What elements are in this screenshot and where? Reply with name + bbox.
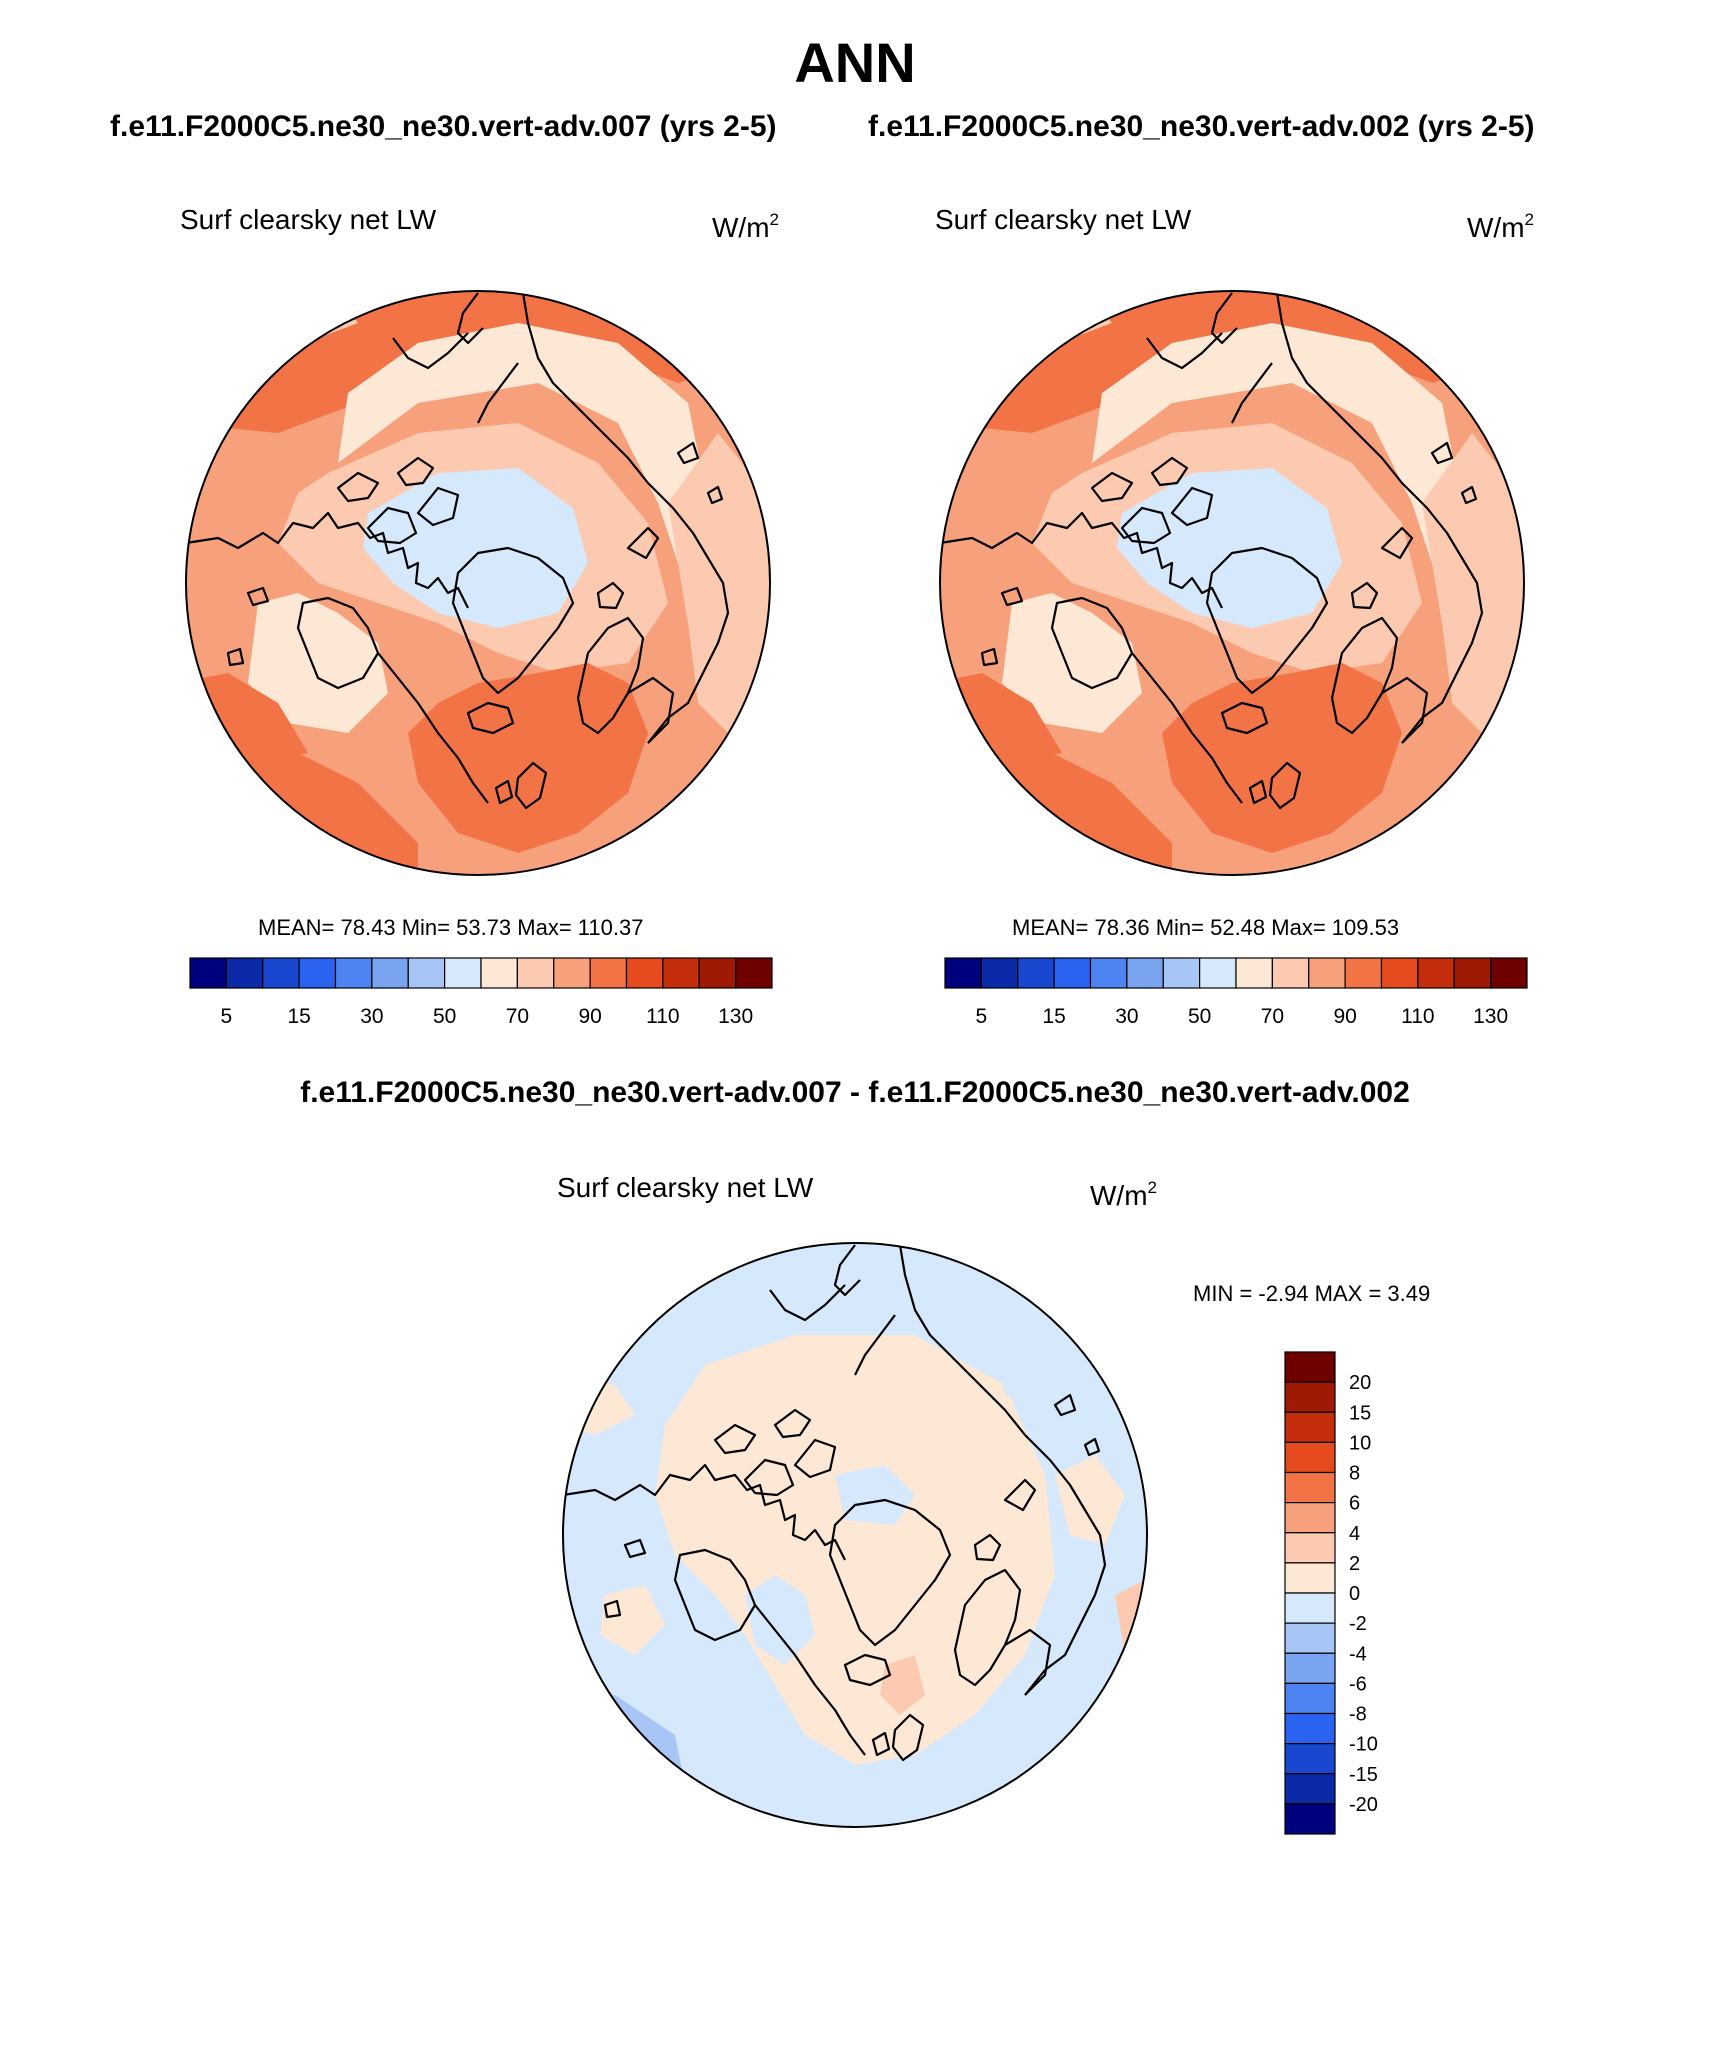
colorbar-left-swatch: [589, 957, 628, 989]
colorbar-right-tick-label: 70: [1261, 1005, 1284, 1028]
panel-diff-stats: MIN = -2.94 MAX = 3.49: [1193, 1281, 1431, 1306]
colorbar-difference-swatch: [1284, 1532, 1336, 1564]
colorbar-difference-tick-label: 20: [1349, 1372, 1371, 1394]
colorbar-right-swatch: [980, 957, 1019, 989]
colorbar-left-tick-label: 15: [287, 1005, 310, 1028]
colorbar-left-swatch: [735, 957, 773, 989]
colorbar-right-swatch: [1490, 957, 1528, 989]
case-title-right: f.e11.F2000C5.ne30_ne30.vert-adv.002 (yr…: [868, 110, 1535, 143]
colorbar-right-swatch: [944, 957, 982, 989]
colorbar-right-swatch: [1380, 957, 1419, 989]
colorbar-difference-swatch: [1284, 1351, 1336, 1383]
colorbar-left-swatch: [553, 957, 591, 989]
colorbar-difference-swatch: [1284, 1622, 1336, 1654]
colorbar-difference-tick-label: -6: [1349, 1673, 1367, 1695]
colorbar-right-swatch: [1235, 957, 1273, 989]
colorbar-right-swatch: [1199, 957, 1237, 989]
colorbar-right-swatch: [1271, 957, 1310, 989]
colorbar-right-tick-label: 50: [1188, 1005, 1211, 1028]
map-left: [185, 290, 771, 876]
colorbar-difference-tick-label: -2: [1349, 1613, 1367, 1635]
colorbar-difference-swatch: [1284, 1441, 1336, 1474]
panel-left-label: Surf clearsky net LW: [180, 204, 437, 235]
colorbar-left-swatch: [444, 957, 482, 989]
colorbar-right-swatch: [1162, 957, 1201, 989]
figure-title: ANN: [794, 31, 916, 94]
colorbar-right-swatch: [1053, 957, 1092, 989]
colorbar-right-swatch: [1089, 957, 1128, 989]
colorbar-difference-swatch: [1284, 1502, 1336, 1534]
colorbar-left-swatch: [480, 957, 518, 989]
colorbar-right-swatch: [1017, 957, 1055, 989]
colorbar-difference-tick-label: 6: [1349, 1493, 1360, 1515]
colorbar-right: 5 15 30 50 70 90 110 130: [944, 957, 1528, 1028]
panel-left-units: W/m2: [712, 210, 779, 243]
colorbar-left-swatch: [334, 957, 373, 989]
colorbar-difference-swatch: [1284, 1652, 1336, 1684]
colorbar-difference-swatch: [1284, 1471, 1336, 1504]
colorbar-difference-tick-label: 2: [1349, 1553, 1360, 1575]
colorbar-difference-tick-label: -4: [1349, 1643, 1367, 1665]
colorbar-difference-tick-label: 10: [1349, 1432, 1371, 1454]
colorbar-left-swatch: [516, 957, 555, 989]
difference-title: f.e11.F2000C5.ne30_ne30.vert-adv.007 - f…: [300, 1076, 1410, 1109]
panel-diff-units: W/m2: [1090, 1178, 1157, 1211]
colorbar-left-swatch: [625, 957, 664, 989]
case-title-left: f.e11.F2000C5.ne30_ne30.vert-adv.007 (yr…: [110, 110, 777, 143]
colorbar-left-swatch: [298, 957, 337, 989]
colorbar-right-swatch: [1453, 957, 1492, 989]
colorbar-difference-swatch: [1284, 1803, 1336, 1835]
colorbar-difference-swatch: [1284, 1592, 1336, 1624]
colorbar-difference-tick-label: 8: [1349, 1463, 1360, 1485]
colorbar-right-swatch: [1417, 957, 1455, 989]
colorbar-difference-tick-label: -20: [1349, 1794, 1378, 1816]
panel-left-stats: MEAN= 78.43 Min= 53.73 Max= 110.37: [258, 915, 644, 940]
colorbar-left-tick-label: 70: [506, 1005, 529, 1028]
colorbar-left-swatch: [262, 957, 300, 989]
panel-right-stats: MEAN= 78.36 Min= 52.48 Max= 109.53: [1012, 915, 1400, 940]
colorbar-difference-tick-label: 4: [1349, 1523, 1360, 1545]
panel-right-label: Surf clearsky net LW: [935, 204, 1192, 235]
colorbar-difference-tick-label: -10: [1349, 1734, 1378, 1756]
colorbar-difference-swatch: [1284, 1411, 1336, 1443]
colorbar-difference-swatch: [1284, 1381, 1336, 1413]
panel-right-units: W/m2: [1467, 210, 1534, 243]
colorbar-left-tick-label: 50: [433, 1005, 456, 1028]
colorbar-difference-tick-label: -8: [1349, 1704, 1367, 1726]
colorbar-left-tick-label: 5: [221, 1005, 233, 1028]
colorbar-left-tick-label: 110: [646, 1005, 679, 1028]
colorbar-left: 5 15 30 50 70 90 110 130: [189, 957, 773, 1028]
colorbar-right-swatch: [1344, 957, 1383, 989]
colorbar-right-swatch: [1308, 957, 1346, 989]
colorbar-right-tick-label: 15: [1042, 1005, 1065, 1028]
colorbar-difference-swatch: [1284, 1562, 1336, 1594]
colorbar-right-tick-label: 110: [1401, 1005, 1434, 1028]
colorbar-difference-tick-label: 15: [1349, 1402, 1371, 1424]
colorbar-right-tick-label: 90: [1333, 1005, 1356, 1028]
colorbar-left-swatch: [225, 957, 264, 989]
colorbar-left-tick-label: 30: [360, 1005, 383, 1028]
colorbar-right-tick-label: 5: [976, 1005, 988, 1028]
colorbar-difference-tick-label: 0: [1349, 1583, 1360, 1605]
panel-diff-label: Surf clearsky net LW: [557, 1172, 814, 1203]
colorbar-left-swatch: [371, 957, 409, 989]
colorbar-right-tick-label: 30: [1115, 1005, 1138, 1028]
colorbar-difference-swatch: [1284, 1773, 1336, 1805]
map-difference: [562, 1242, 1148, 1828]
colorbar-left-tick-label: 130: [718, 1005, 753, 1028]
colorbar-right-tick-label: 130: [1473, 1005, 1508, 1028]
colorbar-left-swatch: [407, 957, 446, 989]
colorbar-difference-tick-label: -15: [1349, 1764, 1378, 1786]
colorbar-left-swatch: [189, 957, 227, 989]
colorbar-difference-swatch: [1284, 1743, 1336, 1775]
colorbar-left-swatch: [698, 957, 737, 989]
colorbar-difference-swatch: [1284, 1682, 1336, 1715]
colorbar-right-swatch: [1126, 957, 1164, 989]
colorbar-difference-swatch: [1284, 1712, 1336, 1745]
colorbar-left-tick-label: 90: [578, 1005, 601, 1028]
map-right: [939, 290, 1525, 876]
colorbar-left-swatch: [662, 957, 700, 989]
